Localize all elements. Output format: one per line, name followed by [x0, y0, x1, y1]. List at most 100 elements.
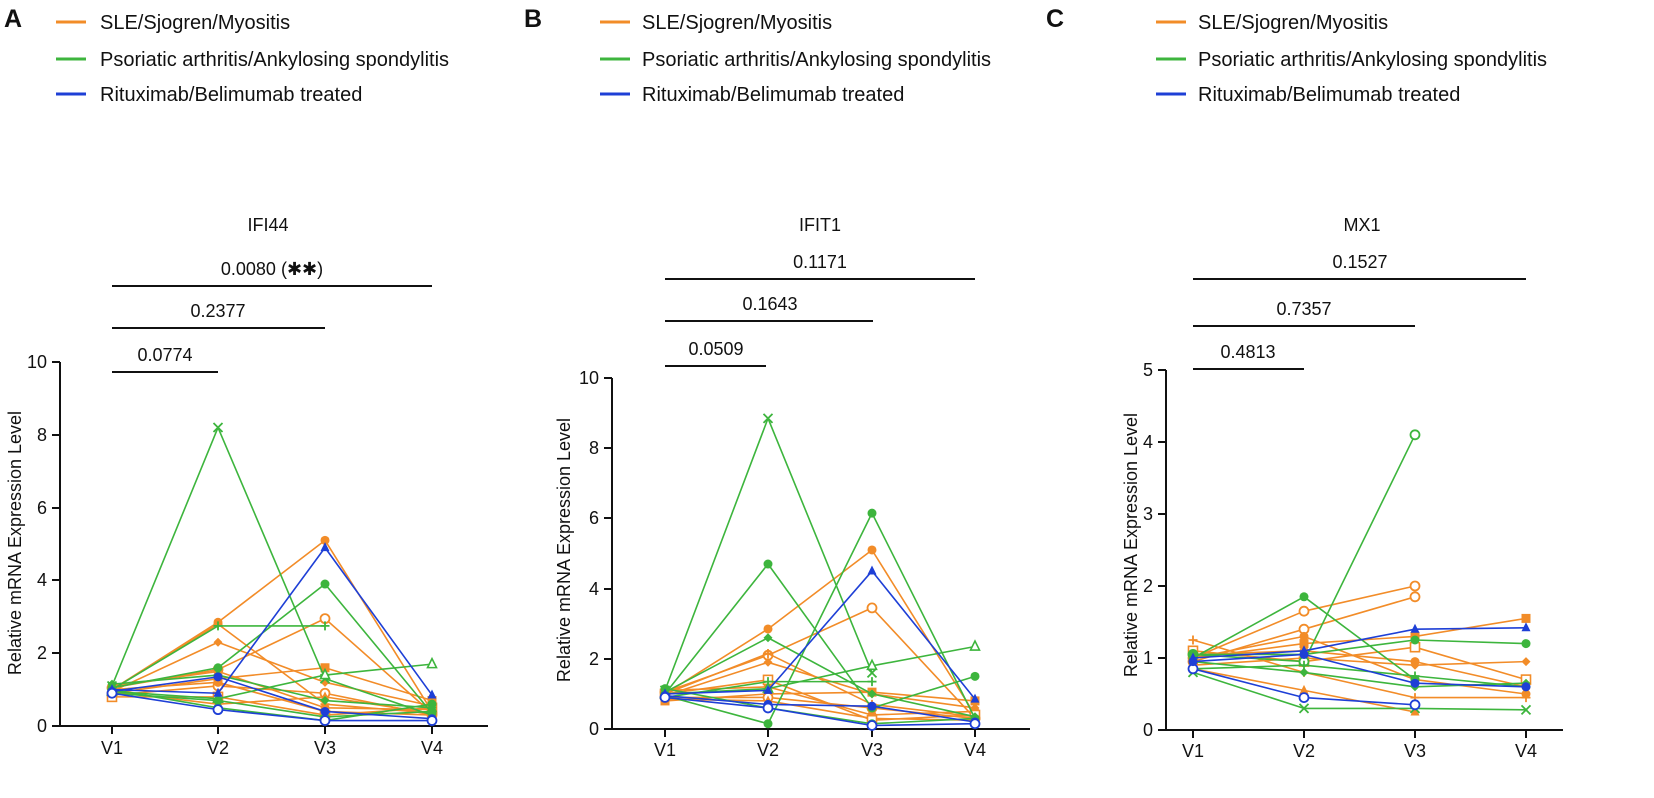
data-point-c-psa-13-v4: [1520, 704, 1532, 715]
x-tick-label: V2: [1293, 741, 1315, 761]
data-point-c-psa-10-v2: [1299, 592, 1309, 602]
data-point-a-sle-2-v2: [213, 637, 223, 647]
series-line-b-sle-9: [664, 679, 976, 722]
y-tick-label: 6: [37, 498, 47, 518]
data-point-b-psa-12-v3: [867, 508, 877, 518]
series-line-b-psa-13: [664, 636, 976, 718]
legend-label-psa: Psoriatic arthritis/Ankylosing spondylit…: [1198, 49, 1547, 71]
comparison-label-a-v1-v4: 0.0080 (✱✱): [221, 259, 323, 279]
data-point-c-psa-12-v3: [1410, 635, 1420, 645]
data-point-c-rtx-18-v1: [1188, 657, 1198, 667]
data-point-c-sle-9-v4: [1521, 689, 1531, 699]
legend-c: SLE/Sjogren/Myositis Psoriatic arthritis…: [1156, 12, 1547, 106]
x-tick-label: V1: [101, 738, 123, 758]
data-point-b-psa-14-v3: [867, 677, 877, 687]
data-point-a-rtx-18-v2: [213, 687, 223, 697]
chart-title-b: IFIT1: [799, 215, 841, 235]
series-line-a-sle-9: [111, 681, 433, 716]
x-tick-label: V4: [421, 738, 443, 758]
data-point-c-rtx-18-v3: [1410, 678, 1420, 688]
y-axis-label-c: Relative mRNA Expression Level: [1121, 413, 1141, 677]
data-point-c-sle-8-v2: [1299, 684, 1309, 694]
y-tick-label: 8: [589, 438, 599, 458]
data-point-a-rtx-19-v2: [213, 672, 223, 682]
y-tick-label: 3: [1143, 504, 1153, 524]
y-tick-label: 5: [1143, 360, 1153, 380]
series-line-b-sle-5: [664, 652, 976, 718]
data-point-b-rtx-17-v3: [867, 565, 877, 575]
data-point-c-sle-6-v3: [1410, 657, 1420, 667]
legend-label-rtx: Rituximab/Belimumab treated: [1198, 84, 1460, 106]
data-point-a-psa-13-v2: [213, 621, 223, 631]
data-point-c-sle-8-v3: [1410, 706, 1420, 716]
data-point-b-psa-11-v2: [763, 559, 773, 569]
data-point-b-sle-1-v2: [763, 624, 773, 634]
series-line-c-rtx-18: [1192, 653, 1527, 688]
y-axis-label-a: Relative mRNA Expression Level: [5, 411, 25, 675]
plot-area-c: [1187, 429, 1532, 716]
series-line-a-rtx-18: [111, 546, 433, 696]
legend-a: SLE/Sjogren/Myositis Psoriatic arthritis…: [56, 12, 449, 106]
x-tick-label: V3: [314, 738, 336, 758]
legend-b: SLE/Sjogren/Myositis Psoriatic arthritis…: [600, 12, 991, 106]
comparison-label-b-v1-v3: 0.1643: [742, 294, 797, 314]
plot-area-b: [659, 413, 981, 731]
series-line-b-rtx-18: [664, 694, 976, 723]
y-tick-label: 2: [37, 643, 47, 663]
data-point-b-psa-11-v4: [970, 671, 980, 681]
y-tick-label: 4: [1143, 432, 1153, 452]
data-point-a-psa-14-v4: [426, 656, 438, 669]
panel-c: C SLE/Sjogren/Myositis Psoriatic arthrit…: [1046, 5, 1563, 761]
comparison-label-c-v1-v3: 0.7357: [1276, 299, 1331, 319]
data-point-a-psa-12-v2: [213, 663, 223, 673]
data-point-c-rtx-18-v4: [1521, 682, 1531, 692]
data-point-a-psa-17-v3: [320, 696, 330, 706]
series-line-a-psa-14: [111, 663, 433, 700]
data-point-a-rtx-19-v3: [320, 706, 330, 716]
data-point-a-rtx-20-v1: [106, 687, 118, 699]
data-point-a-sle-1-v3: [320, 535, 330, 545]
y-tick-label: 6: [589, 508, 599, 528]
panel-a: A SLE/Sjogren/Myositis Psoriatic arthrit…: [4, 5, 488, 758]
data-point-a-rtx-18-v4: [427, 689, 437, 699]
y-tick-label: 4: [37, 570, 47, 590]
y-tick-label: 4: [589, 579, 599, 599]
data-point-b-sle-2-v3: [866, 602, 878, 614]
x-tick-label: V4: [964, 740, 986, 760]
series-line-a-rtx-20: [111, 692, 432, 722]
plot-area-a: [106, 422, 438, 726]
data-point-b-psa-10-v2: [762, 413, 774, 424]
series-line-c-sle-9: [1192, 635, 1527, 695]
y-tick-label: 8: [37, 425, 47, 445]
legend-label-sle: SLE/Sjogren/Myositis: [1198, 12, 1388, 34]
series-line-a-rtx-19: [111, 676, 433, 720]
data-point-c-sle-1-v2: [1298, 605, 1310, 617]
chart-title-a: IFI44: [247, 215, 288, 235]
data-point-c-sle-5-v1: [1188, 635, 1198, 645]
legend-label-rtx: Rituximab/Belimumab treated: [100, 84, 362, 106]
y-ticks-a: 0 2 4 6 8 10 V1 V2 V3 V4: [27, 352, 443, 758]
data-point-b-rtx-17-v4: [970, 693, 980, 703]
chart-title-c: MX1: [1343, 215, 1380, 235]
data-point-c-rtx-16-v3: [1410, 623, 1420, 633]
y-tick-label: 0: [589, 719, 599, 739]
y-tick-label: 10: [27, 352, 47, 372]
data-point-b-rtx-19-v3: [866, 720, 878, 731]
data-point-c-psa-14-v2: [1299, 667, 1309, 677]
data-point-a-sle-8-v3: [320, 691, 330, 701]
legend-label-sle: SLE/Sjogren/Myositis: [642, 12, 832, 34]
data-point-b-rtx-19-v2: [762, 702, 774, 714]
legend-label-rtx: Rituximab/Belimumab treated: [642, 84, 904, 106]
comparison-label-b-v1-v2: 0.0509: [688, 339, 743, 359]
series-line-c-sle-7: [1192, 646, 1527, 681]
data-point-c-sle-2-v3: [1409, 591, 1421, 603]
data-point-a-psa-16-v2: [213, 696, 223, 706]
panel-letter-c: C: [1046, 5, 1064, 33]
series-line-a-psa-17: [111, 674, 433, 709]
series-line-a-psa-11: [111, 426, 433, 716]
series-line-c-psa-13: [1192, 671, 1527, 711]
y-tick-label: 10: [579, 368, 599, 388]
x-tick-label: V4: [1515, 741, 1537, 761]
x-tick-label: V2: [207, 738, 229, 758]
